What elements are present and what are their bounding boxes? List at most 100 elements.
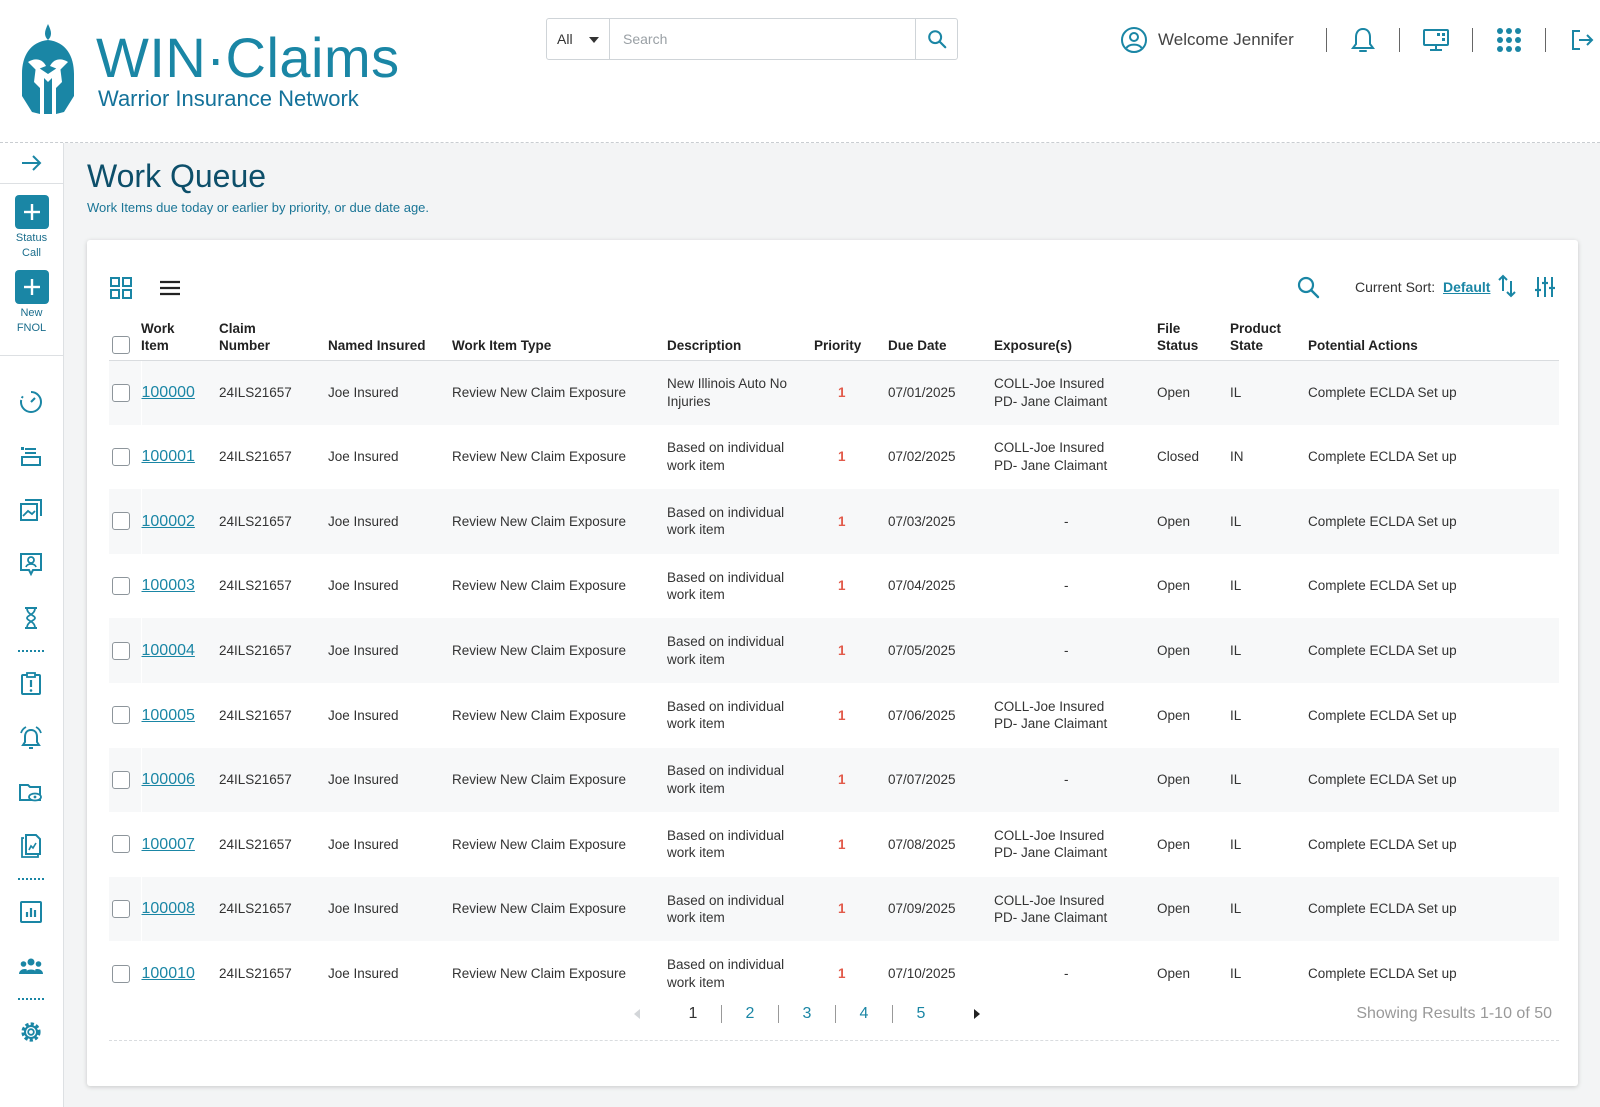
alert-clipboard-icon[interactable] [18,671,44,697]
logout-button[interactable] [1568,26,1596,54]
brand-logo[interactable]: WIN·Claims Warrior Insurance Network [18,20,399,120]
header-work-item[interactable]: Work Item [141,314,219,361]
header-potential-actions[interactable]: Potential Actions [1308,314,1559,361]
work-item-link[interactable]: 100004 [141,641,195,659]
header-due-date[interactable]: Due Date [888,314,994,361]
row-checkbox[interactable] [112,447,130,466]
monitor-button[interactable] [1422,26,1450,54]
cell-potential-actions[interactable]: Complete ECLDA Set up [1308,513,1457,529]
search-input[interactable] [611,19,913,59]
row-checkbox[interactable] [112,770,130,789]
work-item-link[interactable]: 100007 [141,835,195,853]
settings-gear-icon[interactable] [18,1019,44,1045]
bar-chart-icon[interactable] [18,899,44,925]
work-item-link[interactable]: 100002 [141,512,195,530]
table-search-icon[interactable] [1295,274,1321,300]
caret-right-icon [974,1009,980,1019]
header-claim-number[interactable]: Claim Number [219,314,328,361]
header-file-status[interactable]: File Status [1157,314,1230,361]
cell-priority: 1 [838,449,846,465]
row-checkbox[interactable] [112,383,130,402]
cell-potential-actions[interactable]: Complete ECLDA Set up [1308,772,1457,788]
caret-left-icon [634,1009,640,1019]
row-checkbox[interactable] [112,900,130,919]
apps-button[interactable] [1495,26,1523,54]
report-document-icon[interactable] [18,833,44,859]
cell-exposures: - [1064,578,1069,594]
page-number-2[interactable]: 2 [745,1005,755,1022]
header-named-insured[interactable]: Named Insured [328,314,452,361]
row-checkbox[interactable] [112,706,130,725]
cell-claim-number: 24ILS21657 [219,901,292,917]
app-header: WIN·Claims Warrior Insurance Network All… [0,0,1600,143]
contact-card-icon[interactable] [18,551,44,577]
list-view-icon[interactable] [157,276,183,300]
cell-work-item: 100006 [141,748,219,813]
header-description[interactable]: Description [667,314,814,361]
cell-potential-actions[interactable]: Complete ECLDA Set up [1308,836,1457,852]
row-checkbox[interactable] [112,964,130,983]
page-number-4[interactable]: 4 [859,1005,869,1022]
cell-work-item-type: Review New Claim Exposure [452,578,627,594]
header-work-item-type[interactable]: Work Item Type [452,314,667,361]
work-item-link[interactable]: 100010 [141,964,195,982]
cell-potential-actions[interactable]: Complete ECLDA Set up [1308,965,1457,981]
gallery-icon[interactable] [18,497,44,523]
cell-file-status: Open [1157,707,1191,723]
page-numbers: 1 2 3 4 5 [665,1005,949,1023]
page-number-5[interactable]: 5 [916,1005,926,1022]
table-row: 100010 24ILS21657 Joe Insured Review New Cl… [109,941,1559,1006]
grid-view-icon[interactable] [109,276,133,300]
work-item-link[interactable]: 100005 [141,706,195,724]
sort-arrows-icon[interactable] [1496,273,1518,299]
team-icon[interactable] [18,953,44,979]
row-checkbox[interactable] [112,512,130,531]
search-scope-select[interactable]: All [547,19,610,59]
next-page-button[interactable] [967,1004,987,1024]
cell-exposures: - [1064,513,1069,529]
inbox-tray-icon[interactable] [18,443,44,469]
prev-page-button[interactable] [627,1004,647,1024]
row-checkbox[interactable] [112,641,130,660]
cell-due-date: 07/01/2025 [888,384,956,400]
cell-product-state: IL [1230,707,1242,723]
cell-potential-actions[interactable]: Complete ECLDA Set up [1308,707,1457,723]
work-item-link[interactable]: 100008 [141,900,195,918]
search-button[interactable] [915,19,957,59]
expand-arrow-icon[interactable] [18,149,46,177]
spartan-helmet-icon [22,24,74,114]
header-exposures[interactable]: Exposure(s) [994,314,1157,361]
work-item-link[interactable]: 100000 [141,383,195,401]
select-all-checkbox[interactable] [112,335,130,354]
alarm-bell-icon[interactable] [18,725,44,751]
cell-work-item: 100008 [141,877,219,942]
new-fnol-button[interactable]: New FNOL [0,270,63,336]
folder-view-icon[interactable] [18,779,44,805]
user-circle-icon[interactable] [1120,26,1148,54]
table-row: 100006 24ILS21657 Joe Insured Review New Cl… [109,747,1559,813]
work-item-link[interactable]: 100006 [141,771,195,789]
hourglass-icon[interactable] [18,605,44,631]
cell-potential-actions[interactable]: Complete ECLDA Set up [1308,901,1457,917]
cell-select [109,941,142,1006]
filter-sliders-icon[interactable] [1533,275,1557,299]
cell-potential-actions[interactable]: Complete ECLDA Set up [1308,449,1457,465]
page-number-1[interactable]: 1 [688,1005,698,1022]
notifications-button[interactable] [1349,26,1377,54]
sort-value-link[interactable]: Default [1443,279,1491,295]
work-item-link[interactable]: 100001 [141,448,195,466]
row-checkbox[interactable] [112,835,130,854]
page-number-3[interactable]: 3 [802,1005,812,1022]
cell-potential-actions[interactable]: Complete ECLDA Set up [1308,578,1457,594]
work-item-link[interactable]: 100003 [141,577,195,595]
sidebar: Status Call New FNOL [0,143,64,1107]
header-priority[interactable]: Priority [814,314,888,361]
dashboard-gauge-icon[interactable] [18,389,44,415]
row-checkbox[interactable] [112,577,130,596]
cell-potential-actions[interactable]: Complete ECLDA Set up [1308,642,1457,658]
cell-potential-actions[interactable]: Complete ECLDA Set up [1308,384,1457,400]
header-product-state[interactable]: Product State [1230,314,1308,361]
cell-claim-number: 24ILS21657 [219,578,292,594]
work-queue-card: Current Sort: Default Work Item Claim Numb… [87,240,1578,1086]
status-call-button[interactable]: Status Call [0,195,63,261]
